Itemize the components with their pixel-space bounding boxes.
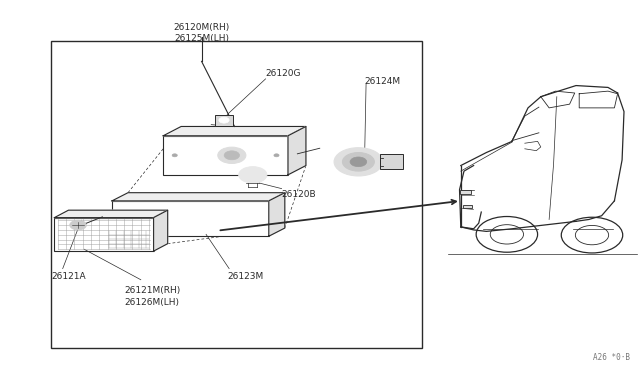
- Polygon shape: [54, 210, 168, 218]
- Polygon shape: [269, 193, 285, 236]
- Circle shape: [342, 153, 374, 171]
- Bar: [215, 115, 233, 126]
- Text: 26120M(RH)
26125M(LH): 26120M(RH) 26125M(LH): [173, 23, 230, 43]
- Circle shape: [172, 154, 177, 157]
- Circle shape: [350, 157, 367, 167]
- Text: 26121M(RH)
26126M(LH): 26121M(RH) 26126M(LH): [125, 286, 181, 307]
- Circle shape: [271, 152, 282, 158]
- Polygon shape: [112, 193, 285, 201]
- Bar: [163, 136, 288, 175]
- Text: 26124M: 26124M: [365, 77, 401, 86]
- Text: 26123M: 26123M: [227, 272, 264, 280]
- Circle shape: [334, 148, 383, 176]
- Circle shape: [169, 152, 180, 158]
- Text: A26 *0·B: A26 *0·B: [593, 353, 630, 362]
- Bar: [460, 190, 471, 194]
- Polygon shape: [154, 210, 168, 251]
- Bar: [112, 201, 269, 236]
- Text: 26121A: 26121A: [51, 272, 86, 280]
- Bar: [463, 205, 472, 208]
- Circle shape: [239, 167, 267, 183]
- Bar: [54, 218, 154, 251]
- Circle shape: [224, 151, 239, 160]
- Circle shape: [70, 220, 86, 230]
- Circle shape: [218, 147, 246, 164]
- Bar: [51, 41, 422, 348]
- Polygon shape: [288, 126, 306, 175]
- Text: 26120B: 26120B: [282, 190, 316, 199]
- Circle shape: [219, 117, 229, 123]
- Circle shape: [274, 154, 279, 157]
- FancyBboxPatch shape: [380, 154, 403, 169]
- Text: 26120G: 26120G: [266, 69, 301, 78]
- Polygon shape: [163, 126, 306, 136]
